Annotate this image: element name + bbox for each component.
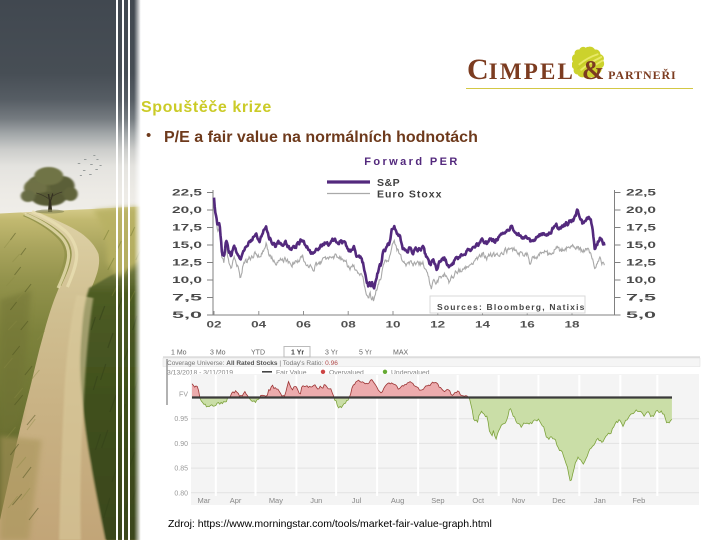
svg-text:0.80: 0.80 [174,490,188,497]
svg-text:5,0: 5,0 [172,310,202,321]
svg-text:04: 04 [251,320,267,331]
svg-text:7,5: 7,5 [172,293,204,304]
svg-text:Feb: Feb [632,496,645,505]
svg-text:15,0: 15,0 [172,240,202,251]
svg-text:1 Yr: 1 Yr [291,349,304,356]
svg-text:16: 16 [520,320,535,331]
svg-text:10,0: 10,0 [626,275,656,286]
svg-text:12,5: 12,5 [172,258,203,269]
svg-text:3 Yr: 3 Yr [325,349,338,356]
svg-text:20,0: 20,0 [626,205,656,216]
svg-text:S&P: S&P [377,177,400,189]
svg-text:08: 08 [341,320,356,331]
svg-text:Nov: Nov [512,496,526,505]
svg-text:Forward PER: Forward PER [364,156,459,168]
svg-text:17,5: 17,5 [172,223,203,234]
svg-text:Oct: Oct [472,496,485,505]
svg-text:Undervalued: Undervalued [391,369,430,376]
svg-text:0.95: 0.95 [174,416,188,423]
svg-text:Jun: Jun [310,496,322,505]
svg-text:02: 02 [207,320,222,331]
svg-text:Jul: Jul [352,496,362,505]
svg-text:FV: FV [179,392,188,399]
svg-text:06: 06 [296,320,311,331]
svg-text:Aug: Aug [391,496,404,505]
svg-text:18: 18 [565,320,580,331]
svg-text:22,5: 22,5 [172,188,203,199]
svg-text:5 Yr: 5 Yr [359,349,372,356]
svg-text:22,5: 22,5 [626,188,657,199]
svg-text:Dec: Dec [552,496,566,505]
svg-text:1 Mo: 1 Mo [171,349,187,356]
svg-text:10: 10 [386,320,401,331]
svg-text:3 Mo: 3 Mo [210,349,226,356]
svg-text:7,5: 7,5 [626,293,658,304]
svg-text:15,0: 15,0 [626,240,656,251]
svg-text:Euro Stoxx: Euro Stoxx [377,189,442,201]
svg-text:0.90: 0.90 [174,441,188,448]
svg-text:MAX: MAX [393,349,409,356]
svg-text:Mar: Mar [197,496,210,505]
svg-text:Coverage Universe: All Rated S: Coverage Universe: All Rated Stocks | To… [167,360,338,367]
svg-text:12: 12 [430,320,445,331]
svg-text:Apr: Apr [230,496,242,505]
svg-text:Jan: Jan [594,496,606,505]
svg-text:May: May [269,496,283,505]
svg-text:0.85: 0.85 [174,466,188,473]
svg-text:12,5: 12,5 [626,258,657,269]
svg-text:Sep: Sep [431,496,444,505]
svg-text:3/13/2018 - 3/11/2019: 3/13/2018 - 3/11/2019 [167,369,233,376]
svg-text:5,0: 5,0 [626,310,656,321]
svg-text:17,5: 17,5 [626,223,657,234]
svg-text:10,0: 10,0 [172,275,202,286]
svg-text:20,0: 20,0 [172,205,202,216]
svg-text:Overvalued: Overvalued [329,369,364,376]
svg-text:14: 14 [475,320,491,331]
svg-text:YTD: YTD [251,349,265,356]
svg-text:Sources: Bloomberg, Natixis: Sources: Bloomberg, Natixis [437,302,586,312]
svg-text:Fair Value: Fair Value [276,369,307,376]
